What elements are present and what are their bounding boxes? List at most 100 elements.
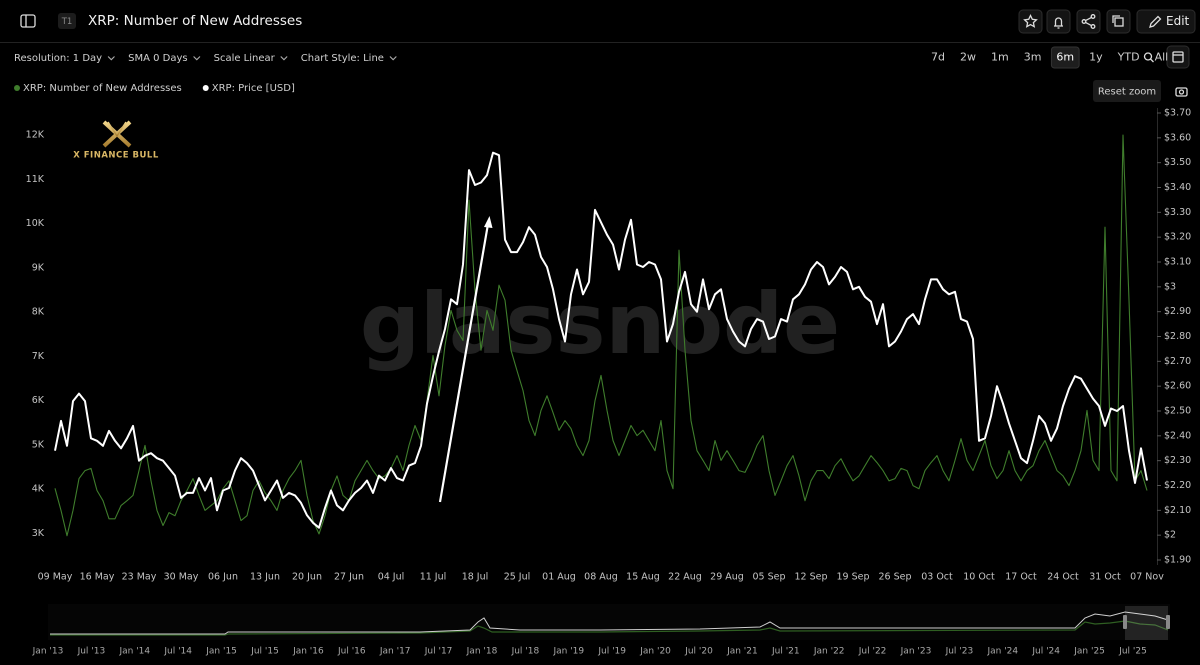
navigator-handle[interactable] [1166,615,1170,629]
annotation-arrow [438,216,493,503]
navigator-label: Jul '24 [1031,647,1060,657]
y2-tick-label: $2.70 [1164,356,1191,367]
y-tick-label: 8K [32,307,45,318]
y-tick-label: 7K [32,351,45,362]
navigator-label: Jan '24 [986,647,1018,657]
navigator-handle[interactable] [1123,615,1127,629]
navigator-label: Jul '20 [684,647,713,657]
x-tick-label: 16 May [80,572,115,583]
calendar-button[interactable] [1166,45,1190,69]
x-tick-label: 24 Oct [1047,572,1079,583]
range-button[interactable]: 1y [1089,51,1103,64]
dropdown[interactable]: Scale Linear [214,53,276,64]
x-tick-label: 26 Sep [878,572,911,583]
navigator-label: Jan '22 [813,647,845,657]
range-button[interactable]: 2w [960,51,976,64]
range-button[interactable]: 6m [1056,51,1074,64]
range-button[interactable]: 7d [931,51,945,64]
navigator-label: Jan '17 [379,647,411,657]
x-tick-label: 06 Jun [208,572,238,583]
dropdown[interactable]: Resolution: 1 Day [14,53,102,64]
chevron [193,56,201,61]
x-tick-label: 18 Jul [462,572,489,583]
navigator-line [50,620,1169,636]
x-tick-label: 17 Oct [1005,572,1037,583]
range-button[interactable]: 1m [991,51,1009,64]
x-tick-label: 27 Jun [334,572,364,583]
y2-tick-label: $2.40 [1164,430,1191,441]
sidebar-toggle[interactable] [20,14,36,28]
navigator-label: Jan '18 [466,647,498,657]
navigator-label: Jan '20 [639,647,671,657]
navigator-selection[interactable] [1125,606,1168,640]
y-tick-label: 4K [32,484,45,495]
x-tick-label: 05 Sep [752,572,785,583]
x-tick-label: 15 Aug [626,572,660,583]
y2-tick-label: $2.30 [1164,455,1191,466]
navigator-label: Jan '23 [900,647,932,657]
legend-label: XRP: Price [USD] [212,83,295,94]
x-tick-label: 31 Oct [1089,572,1121,583]
favorite-button[interactable] [1018,9,1043,34]
copy-button[interactable] [1106,9,1131,34]
reset-zoom-label[interactable]: Reset zoom [1098,87,1156,98]
badge-box [58,13,76,29]
navigator-label: Jan '19 [552,647,584,657]
watermark: glassnode [360,275,840,373]
y2-tick-label: $3.50 [1164,157,1191,168]
chevron [389,56,397,61]
y-tick-label: 3K [32,528,45,539]
x-tick-label: 09 May [38,572,73,583]
x-tick-label: 23 May [122,572,157,583]
navigator-line [50,611,1169,635]
navigator-label: Jan '21 [726,647,758,657]
navigator-label: Jul '22 [858,647,887,657]
legend-label: XRP: Number of New Addresses [23,83,182,94]
dropdown[interactable]: SMA 0 Days [128,53,188,64]
legend-marker [14,85,20,91]
y2-tick-label: $3.30 [1164,207,1191,218]
range-button[interactable]: YTD [1117,51,1140,64]
share-button[interactable] [1076,9,1101,34]
dropdown[interactable]: Chart Style: Line [301,53,384,64]
navigator-label: Jul '14 [163,647,192,657]
logo-text: X FINANCE BULL [73,151,159,161]
y-tick-label: 6K [32,395,45,406]
navigator-label: Jul '15 [250,647,279,657]
y2-tick-label: $3.10 [1164,257,1191,268]
range-button[interactable]: All [1155,51,1169,64]
logo-mark [102,120,132,148]
y2-tick-label: $2 [1164,530,1176,541]
edit-button[interactable]: Edit [1136,9,1196,34]
y-tick-label: 5K [32,439,45,450]
range-button[interactable]: 3m [1024,51,1042,64]
x-tick-label: 19 Sep [836,572,869,583]
alert-button[interactable] [1046,9,1071,34]
navigator-label: Jul '16 [337,647,366,657]
navigator-label: Jan '13 [32,647,64,657]
x-tick-label: 10 Oct [963,572,995,583]
y2-tick-label: $3.40 [1164,182,1191,193]
navigator-label: Jan '15 [205,647,237,657]
navigator-label: Jul '19 [597,647,626,657]
reset-zoom-button[interactable] [1093,80,1161,102]
y2-tick-label: $2.10 [1164,505,1191,516]
navigator-label: Jul '17 [424,647,453,657]
snapshot-icon[interactable] [1175,87,1188,97]
x-tick-label: 13 Jun [250,572,280,583]
range-active [1050,46,1080,69]
navigator-label: Jan '16 [292,647,324,657]
navigator-label: Jan '25 [1073,647,1105,657]
plot-area: 3K 4K 5K 6K 7K 8K 9K 10K 11K 12K $1.90 $2 $2.10 $2.20… [26,108,1192,583]
x-tick-label: 29 Aug [710,572,744,583]
y2-tick-label: $1.90 [1164,555,1191,566]
zoom-icon[interactable] [1143,52,1154,63]
navigator-label: Jul '21 [771,647,800,657]
navigator-label: Jan '14 [118,647,150,657]
y2-tick-label: $3.60 [1164,132,1191,143]
y2-tick-label: $3.70 [1164,108,1191,119]
edit-label[interactable]: Edit [1166,14,1190,28]
